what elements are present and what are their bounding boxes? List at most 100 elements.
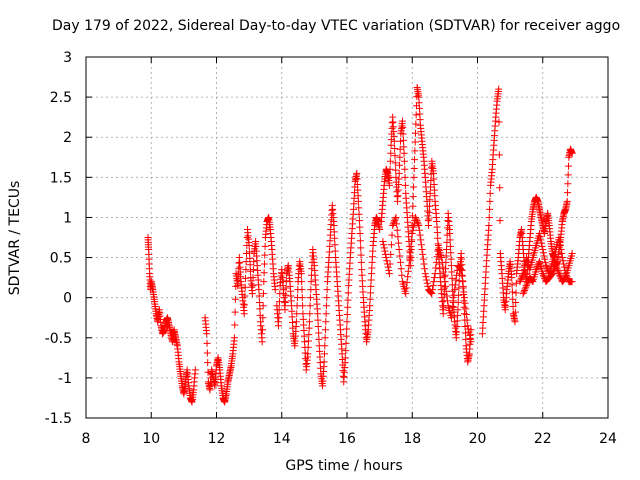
data-point-interp bbox=[366, 289, 374, 297]
data-point-interp bbox=[508, 281, 516, 289]
data-point bbox=[415, 221, 423, 229]
data-point bbox=[421, 270, 429, 278]
x-tick-label: 24 bbox=[599, 431, 617, 447]
data-point-interp bbox=[407, 254, 415, 262]
data-point bbox=[376, 225, 384, 233]
data-point bbox=[245, 242, 253, 250]
x-tick-label: 10 bbox=[142, 431, 160, 447]
data-point-interp bbox=[460, 288, 468, 296]
data-point-interp bbox=[564, 171, 572, 179]
data-point bbox=[230, 334, 238, 342]
data-point-interp bbox=[411, 147, 419, 155]
data-point-interp bbox=[560, 263, 568, 271]
data-point bbox=[542, 262, 550, 270]
data-point-interp bbox=[343, 311, 351, 319]
data-point bbox=[390, 137, 398, 145]
data-point-interp bbox=[259, 302, 267, 310]
data-point bbox=[549, 270, 557, 278]
data-point bbox=[516, 278, 524, 286]
data-point bbox=[446, 229, 454, 237]
data-point-interp bbox=[556, 238, 564, 246]
data-point-interp bbox=[243, 250, 251, 258]
data-point bbox=[519, 270, 527, 278]
data-point bbox=[322, 318, 330, 326]
data-point-interp bbox=[417, 236, 425, 244]
data-point-interp bbox=[298, 286, 306, 294]
data-point-interp bbox=[315, 335, 323, 343]
data-point-interp bbox=[203, 349, 211, 357]
y-tick-label: -0.5 bbox=[45, 331, 72, 347]
data-point-interp bbox=[448, 308, 456, 316]
data-point-interp bbox=[426, 196, 434, 204]
data-point-interp bbox=[356, 237, 364, 245]
data-point-interp bbox=[427, 289, 435, 297]
data-point-interp bbox=[539, 271, 547, 279]
data-point-interp bbox=[275, 306, 283, 314]
data-point bbox=[297, 270, 305, 278]
data-point-interp bbox=[447, 255, 455, 263]
data-point-interp bbox=[451, 281, 459, 289]
data-point-interp bbox=[355, 210, 363, 218]
data-point bbox=[304, 350, 312, 358]
data-point bbox=[522, 282, 530, 290]
data-point-interp bbox=[396, 161, 404, 169]
data-point-interp bbox=[282, 291, 290, 299]
data-point-interp bbox=[411, 156, 419, 164]
data-point bbox=[425, 221, 433, 229]
data-point-interp bbox=[512, 289, 520, 297]
data-point bbox=[366, 302, 374, 310]
data-point-interp bbox=[406, 249, 414, 257]
data-point bbox=[539, 270, 547, 278]
data-point-interp bbox=[556, 273, 564, 281]
data-point-interp bbox=[242, 258, 250, 266]
data-point-interp bbox=[275, 314, 283, 322]
data-point-interp bbox=[425, 215, 433, 223]
data-point bbox=[441, 278, 449, 286]
data-point-interp bbox=[380, 241, 388, 249]
data-point-interp bbox=[401, 173, 409, 181]
data-point-interp bbox=[323, 286, 331, 294]
data-point-interp bbox=[299, 302, 307, 310]
data-point-interp bbox=[440, 273, 448, 281]
data-point-interp bbox=[293, 310, 301, 318]
data-point-interp bbox=[282, 284, 290, 292]
data-point-interp bbox=[440, 268, 448, 276]
data-point-interp bbox=[396, 153, 404, 161]
data-point-interp bbox=[454, 298, 462, 306]
data-point-interp bbox=[397, 258, 405, 266]
data-point-interp bbox=[412, 215, 420, 223]
data-point-interp bbox=[519, 271, 527, 279]
data-point-interp bbox=[366, 295, 374, 303]
data-point-interp bbox=[357, 258, 365, 266]
data-point-interp bbox=[442, 287, 450, 295]
data-point-interp bbox=[404, 267, 412, 275]
data-point-interp bbox=[305, 337, 313, 345]
data-point-interp bbox=[420, 260, 428, 268]
data-point-interp bbox=[246, 254, 254, 262]
data-point-interp bbox=[441, 284, 449, 292]
data-point-interp bbox=[411, 138, 419, 146]
data-point-interp bbox=[246, 261, 254, 269]
data-point-interp bbox=[331, 241, 339, 249]
data-point-interp bbox=[458, 277, 466, 285]
data-point bbox=[320, 358, 328, 366]
data-point-interp bbox=[459, 282, 467, 290]
data-point-interp bbox=[461, 299, 469, 307]
data-point-interp bbox=[540, 252, 548, 260]
data-point-interp bbox=[463, 316, 471, 324]
data-point bbox=[292, 318, 300, 326]
x-tick-label: 8 bbox=[82, 431, 91, 447]
data-point-interp bbox=[446, 242, 454, 250]
data-point-interp bbox=[344, 289, 352, 297]
data-point-interp bbox=[433, 253, 441, 261]
data-point bbox=[405, 262, 413, 270]
data-point-interp bbox=[367, 282, 375, 290]
data-point bbox=[382, 254, 390, 262]
data-point-interp bbox=[398, 271, 406, 279]
data-point-interp bbox=[298, 278, 306, 286]
data-point-interp bbox=[342, 332, 350, 340]
data-point-interp bbox=[554, 268, 562, 276]
data-point-interp bbox=[441, 271, 449, 279]
data-point-interp bbox=[385, 266, 393, 274]
y-tick-label: 2.5 bbox=[50, 90, 72, 106]
